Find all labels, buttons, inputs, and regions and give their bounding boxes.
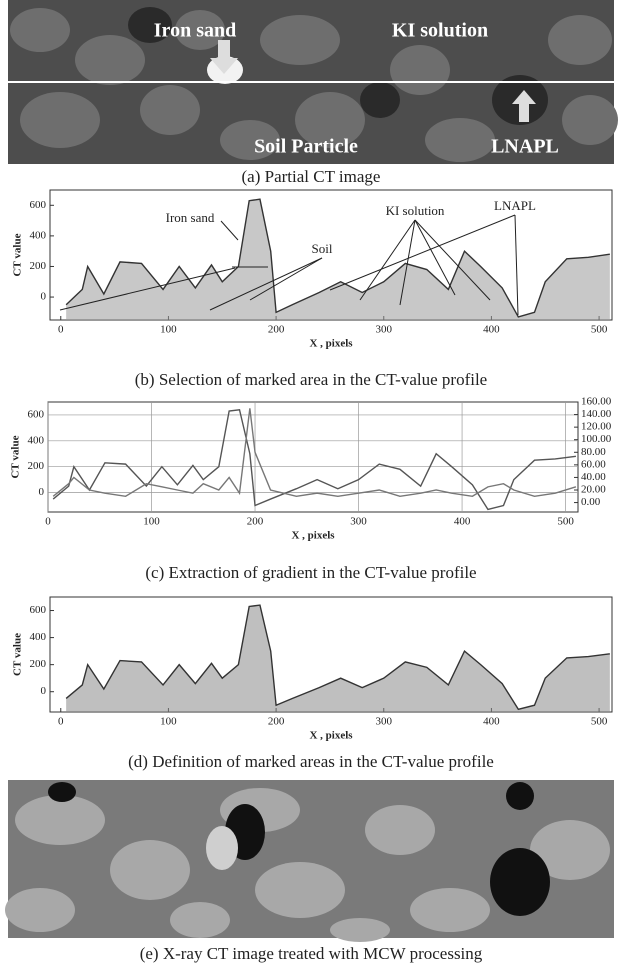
x-tick-label: 300 bbox=[376, 324, 393, 336]
area bbox=[66, 199, 610, 320]
y-tick-label: 0 bbox=[41, 291, 47, 303]
y-tick-label: 200 bbox=[30, 658, 47, 670]
y-tick-label: 0 bbox=[39, 486, 45, 498]
image-label: Iron sand bbox=[154, 20, 236, 42]
x-tick-label: 200 bbox=[247, 516, 264, 528]
annotation: Iron sand bbox=[166, 210, 215, 225]
y-axis-label: CT value bbox=[12, 633, 24, 676]
x-tick-label: 300 bbox=[350, 516, 367, 528]
caption: (a) Partial CT image bbox=[242, 167, 381, 186]
y-tick-label: 200 bbox=[28, 460, 45, 472]
y2-tick-label: 120.00 bbox=[581, 421, 612, 433]
y-tick-label: 400 bbox=[30, 631, 47, 643]
x-tick-label: 400 bbox=[454, 516, 471, 528]
caption: (c) Extraction of gradient in the CT-val… bbox=[145, 563, 476, 582]
x-tick-label: 200 bbox=[268, 324, 285, 336]
figure: Iron sand KI solution Soil Particle LNAP… bbox=[0, 0, 622, 969]
x-tick-label: 500 bbox=[591, 716, 608, 728]
image-label: Soil Particle bbox=[254, 136, 358, 158]
x-tick-label: 200 bbox=[268, 716, 285, 728]
arrow bbox=[515, 215, 518, 315]
y-tick-label: 0 bbox=[41, 685, 47, 697]
y2-tick-label: 100.00 bbox=[581, 433, 612, 445]
x-tick-label: 500 bbox=[591, 324, 608, 336]
x-tick-label: 0 bbox=[58, 716, 64, 728]
annotation: KI solution bbox=[386, 203, 445, 218]
y-axis-label: CT value bbox=[12, 233, 24, 276]
y2-tick-label: 80.00 bbox=[581, 446, 606, 458]
mcw-image bbox=[5, 780, 614, 942]
x-tick-label: 400 bbox=[483, 324, 500, 336]
y-tick-label: 600 bbox=[28, 408, 45, 420]
line bbox=[53, 410, 576, 510]
image-label: LNAPL bbox=[491, 136, 559, 158]
arrow bbox=[221, 221, 238, 240]
y2-tick-label: 60.00 bbox=[581, 458, 606, 470]
x-axis-label: X , pixels bbox=[309, 338, 353, 350]
x-axis-label: X , pixels bbox=[309, 730, 353, 742]
caption: (e) X-ray CT image treated with MCW proc… bbox=[140, 944, 483, 963]
x-tick-label: 0 bbox=[45, 516, 51, 528]
ct-image: Iron sand KI solution Soil Particle LNAP… bbox=[8, 0, 618, 164]
y2-tick-label: 0.00 bbox=[581, 496, 601, 508]
x-tick-label: 100 bbox=[160, 324, 177, 336]
annotation: LNAPL bbox=[494, 198, 536, 213]
x-axis-label: X , pixels bbox=[291, 530, 335, 542]
caption: (d) Definition of marked areas in the CT… bbox=[128, 752, 494, 771]
y2-tick-label: 40.00 bbox=[581, 471, 606, 483]
y-tick-label: 200 bbox=[30, 260, 47, 272]
y-tick-label: 400 bbox=[30, 229, 47, 241]
x-tick-label: 0 bbox=[58, 324, 64, 336]
x-tick-label: 300 bbox=[376, 716, 393, 728]
x-tick-label: 100 bbox=[143, 516, 160, 528]
area bbox=[66, 605, 610, 712]
y-tick-label: 400 bbox=[28, 434, 45, 446]
x-tick-label: 400 bbox=[483, 716, 500, 728]
line bbox=[53, 408, 576, 496]
y-tick-label: 600 bbox=[30, 604, 47, 616]
image-label: KI solution bbox=[392, 20, 488, 42]
x-tick-label: 100 bbox=[160, 716, 177, 728]
y2-tick-label: 20.00 bbox=[581, 484, 606, 496]
annotation: Soil bbox=[312, 241, 333, 256]
caption: (b) Selection of marked area in the CT-v… bbox=[135, 370, 487, 389]
y2-tick-label: 140.00 bbox=[581, 408, 612, 420]
x-tick-label: 500 bbox=[557, 516, 574, 528]
y-tick-label: 600 bbox=[30, 199, 47, 211]
y2-tick-label: 160.00 bbox=[581, 396, 612, 408]
y-axis-label: CT value bbox=[10, 435, 22, 478]
